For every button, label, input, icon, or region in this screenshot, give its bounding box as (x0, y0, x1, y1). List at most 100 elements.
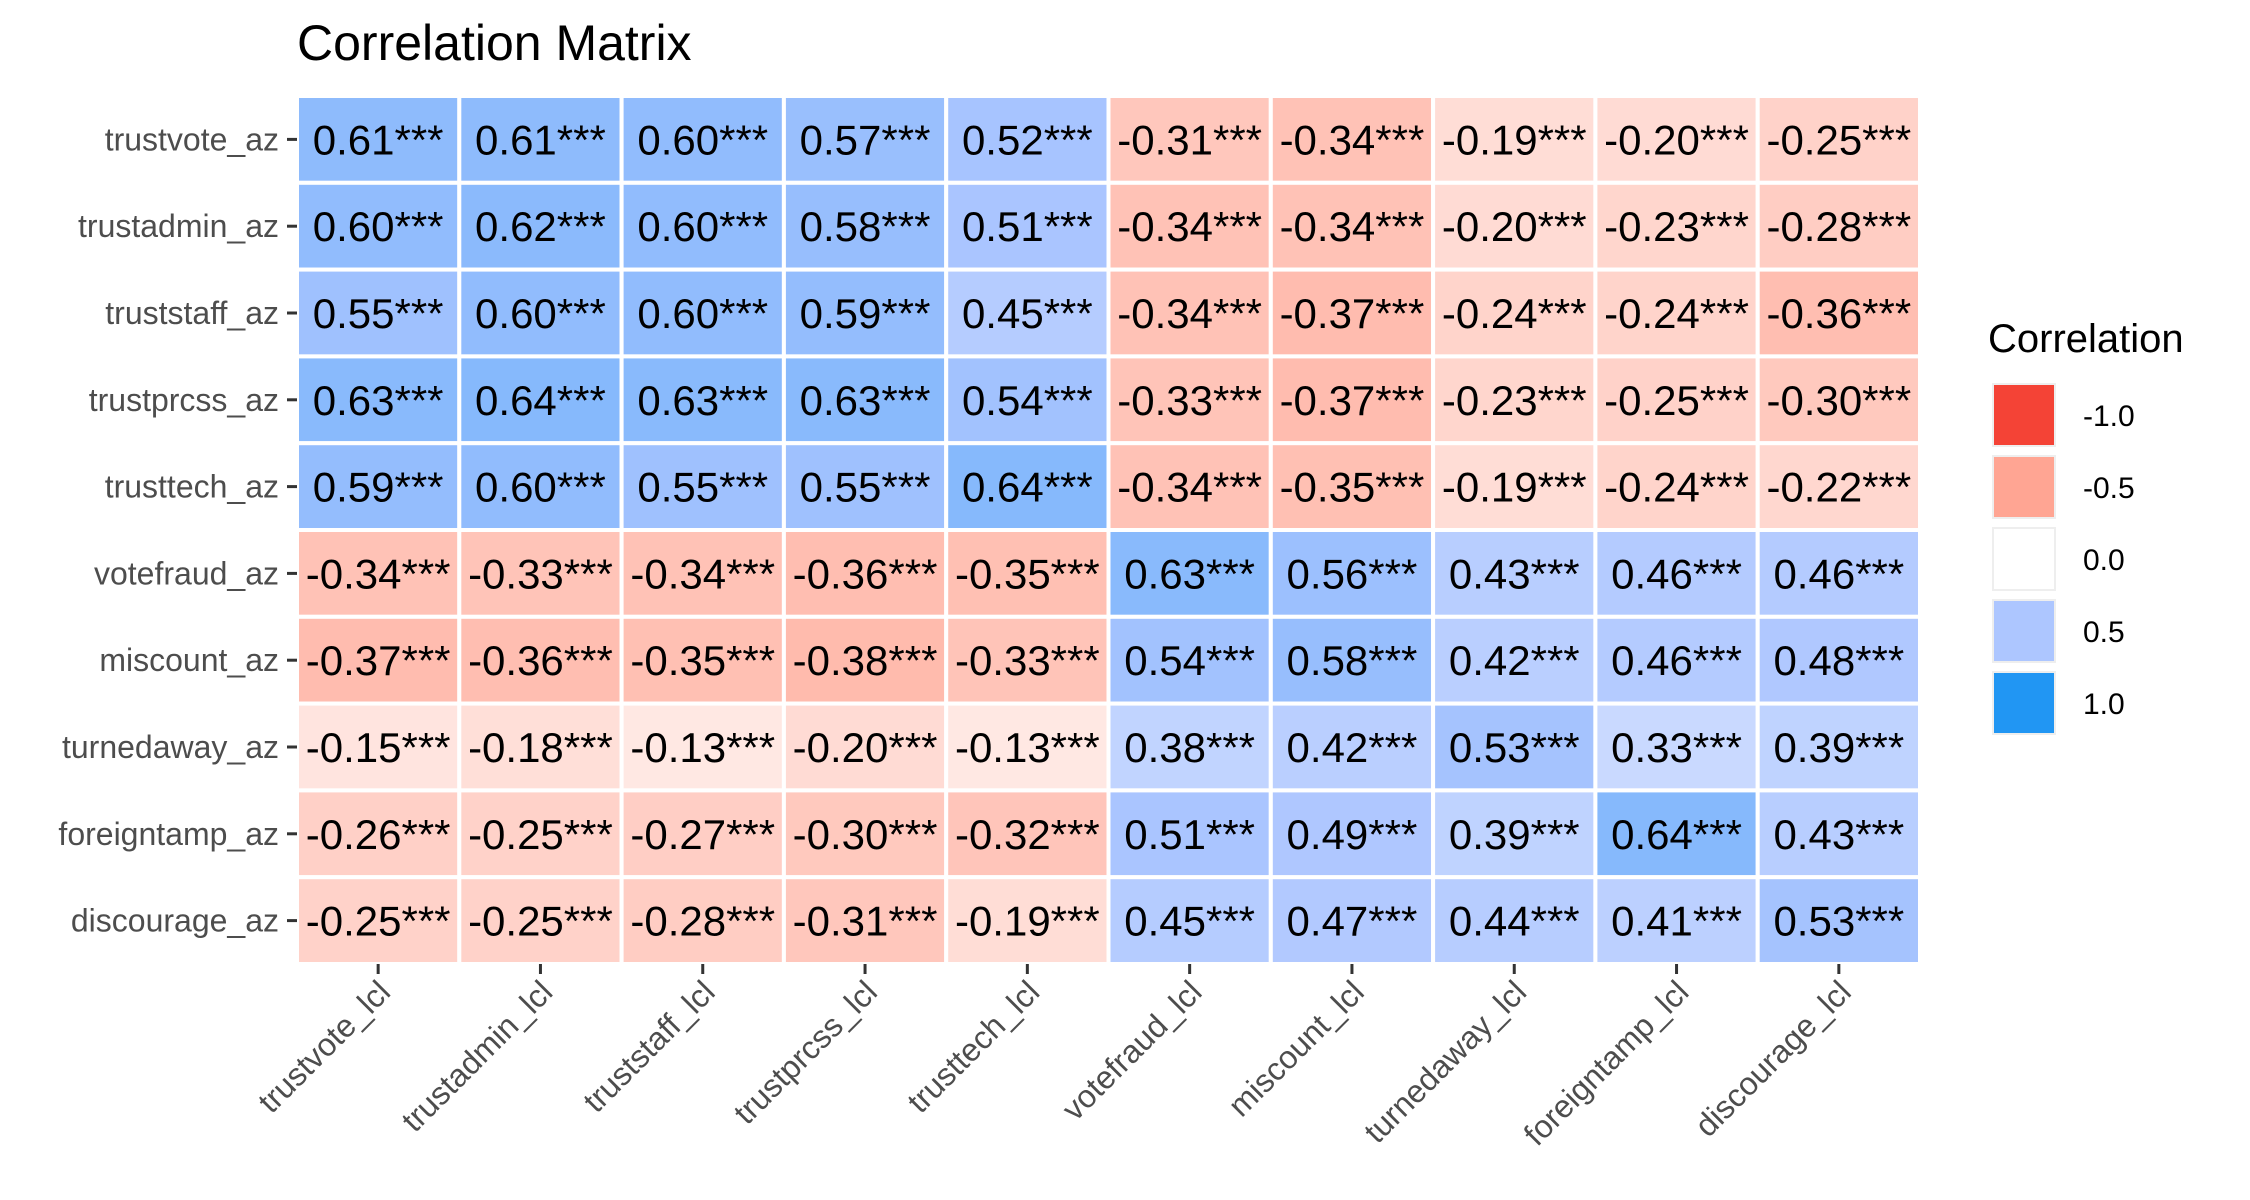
cell-value-label: 0.62*** (475, 203, 606, 250)
heatmap-cell (1106, 701, 1273, 793)
cell-value-label: -0.13*** (955, 724, 1100, 771)
heatmap-cell (1106, 528, 1273, 619)
cell-value-label: -0.34*** (1117, 464, 1262, 511)
cell-value-label: 0.39*** (1449, 811, 1580, 858)
cell-value-label: 0.63*** (313, 377, 444, 424)
cell-value-label: 0.48*** (1773, 637, 1904, 684)
cell-value-label: 0.63*** (1124, 550, 1255, 597)
cell-value-label: -0.37*** (1280, 377, 1425, 424)
cell-value-label: 0.43*** (1773, 811, 1904, 858)
cell-value-label: -0.15*** (306, 724, 451, 771)
y-tick-label: foreigntamp_az (58, 816, 279, 852)
y-axis: trustvote_az trustadmin_az truststaff_aztr… (58, 121, 297, 939)
cell-value-label: -0.25*** (468, 898, 613, 945)
cell-value-label: 0.45*** (962, 290, 1093, 337)
cell-value-label: -0.33*** (1117, 377, 1262, 424)
heatmap-cell (1431, 441, 1598, 533)
heatmap-cell (1106, 614, 1273, 706)
cell-value-label: 0.59*** (313, 464, 444, 511)
cell-value-label: -0.36*** (793, 550, 938, 597)
cell-value-label: 0.63*** (800, 377, 931, 424)
cell-value-label: 0.64*** (1611, 811, 1742, 858)
chart-title: Correlation Matrix (297, 15, 692, 71)
legend-label: 0.0 (2083, 544, 2125, 577)
cell-value-label: -0.34*** (1280, 116, 1425, 163)
heatmap-cell (295, 354, 462, 446)
cell-value-label: -0.24*** (1604, 464, 1749, 511)
heatmap-cell (1593, 875, 1760, 967)
heatmap-cell (1755, 875, 1922, 967)
cell-value-label: 0.45*** (1124, 898, 1255, 945)
cell-value-label: 0.58*** (800, 203, 931, 250)
heatmap-cell (1268, 614, 1436, 706)
cell-value-label: 0.55*** (637, 464, 768, 511)
cell-value-label: -0.37*** (306, 637, 451, 684)
cell-value-label: 0.56*** (1287, 550, 1418, 597)
heatmap-cell (457, 788, 624, 880)
heatmap-cell (1106, 354, 1273, 446)
cell-value-label: -0.23*** (1604, 203, 1749, 250)
x-tick-label: trusttech_lcl (900, 973, 1046, 1119)
heatmap-cell (1593, 441, 1760, 533)
heatmap-cell (295, 528, 462, 619)
y-tick-label: discourage_az (71, 903, 279, 939)
legend-label: -1.0 (2083, 400, 2135, 433)
heatmap-cell (1268, 267, 1436, 359)
cell-value-label: 0.55*** (800, 464, 931, 511)
heatmap-cell (944, 875, 1111, 967)
cell-value-label: -0.31*** (1117, 116, 1262, 163)
cell-value-label: -0.33*** (468, 550, 613, 597)
cell-value-label: -0.20*** (1442, 203, 1587, 250)
heatmap-cell (944, 441, 1111, 533)
cell-value-label: -0.18*** (468, 724, 613, 771)
heatmap-cell (944, 528, 1111, 619)
heatmap-cell (1431, 614, 1598, 706)
cell-value-label: -0.30*** (793, 811, 938, 858)
heatmap-cell (295, 875, 462, 967)
legend-label: 0.5 (2083, 616, 2125, 649)
legend-swatch (1992, 455, 2056, 519)
legend: Correlation -1.0 -0.5 0.0 0.5 1.0 (1988, 317, 2184, 735)
cell-value-label: 0.38*** (1124, 724, 1255, 771)
x-tick-label: foreigntamp_lcl (1517, 973, 1696, 1152)
cell-value-label: -0.20*** (793, 724, 938, 771)
heatmap-cell (1593, 180, 1760, 272)
cell-value-label: -0.13*** (630, 724, 775, 771)
cell-value-label: 0.39*** (1773, 724, 1904, 771)
cell-value-label: -0.37*** (1280, 290, 1425, 337)
heatmap-cell (1755, 788, 1922, 880)
x-tick-label: discourage_lcl (1688, 973, 1858, 1143)
cell-value-label: -0.27*** (630, 811, 775, 858)
cell-value-label: 0.60*** (313, 203, 444, 250)
cell-value-label: 0.42*** (1287, 724, 1418, 771)
x-tick-label: trustvote_lcl (251, 973, 397, 1119)
cell-value-label: -0.26*** (306, 811, 451, 858)
cell-value-label: -0.38*** (793, 637, 938, 684)
legend-title: Correlation (1988, 317, 2184, 361)
cell-value-label: 0.41*** (1611, 898, 1742, 945)
cell-value-label: 0.60*** (637, 290, 768, 337)
cell-value-label: 0.55*** (313, 290, 444, 337)
cell-value-label: 0.59*** (800, 290, 931, 337)
cell-value-label: 0.58*** (1287, 637, 1418, 684)
legend-swatch (1992, 671, 2056, 735)
cell-value-label: 0.54*** (962, 377, 1093, 424)
cell-value-label: -0.36*** (468, 637, 613, 684)
cell-value-label: -0.33*** (955, 637, 1100, 684)
cell-value-label: 0.44*** (1449, 898, 1580, 945)
cell-value-label: 0.61*** (475, 116, 606, 163)
cell-value-label: 0.61*** (313, 116, 444, 163)
cell-value-label: -0.30*** (1766, 377, 1911, 424)
heatmap-cell (619, 701, 786, 793)
heatmap-cell (457, 701, 624, 793)
cell-value-label: -0.22*** (1766, 464, 1911, 511)
cell-value-label: 0.33*** (1611, 724, 1742, 771)
heatmap-cell (1755, 441, 1922, 533)
x-tick-label: miscount_lcl (1221, 973, 1371, 1123)
heatmap-cell (1755, 94, 1922, 185)
heatmap-cell (1431, 788, 1598, 880)
heatmap-cell (1268, 875, 1436, 967)
heatmap-cell (1431, 875, 1598, 967)
heatmap-cells: 0.61*** 0.61*** 0.60*** 0.57*** 0.52*** -0.31… (295, 94, 1922, 967)
